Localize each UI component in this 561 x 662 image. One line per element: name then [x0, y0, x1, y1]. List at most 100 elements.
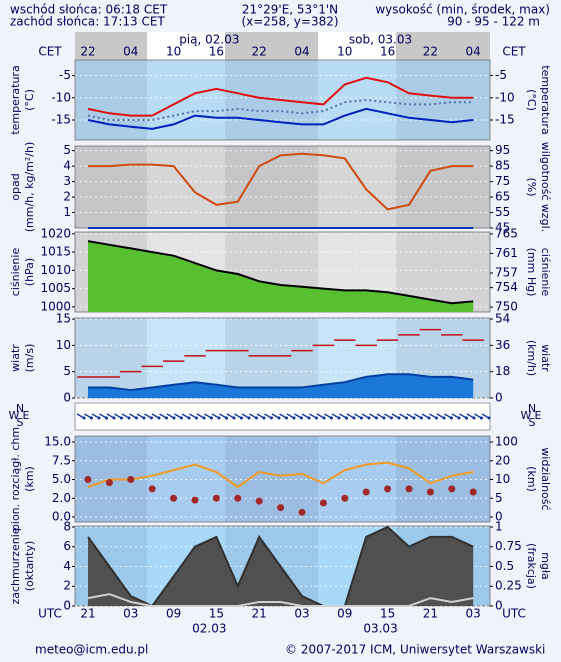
- night-band: [396, 60, 490, 140]
- wind-arrow-head: [487, 416, 491, 420]
- x-tick-label: 03: [123, 607, 138, 621]
- wind-arrow-head: [337, 416, 341, 420]
- y-tick-label: 15.0: [44, 435, 71, 449]
- footer-email: meteo@icm.edu.pl: [35, 643, 148, 657]
- y2-tick-label: 54: [495, 312, 510, 326]
- line: [87, 240, 474, 305]
- wind-arrow-head: [112, 416, 116, 420]
- dot: [426, 488, 434, 496]
- x-tick-label: 22: [252, 45, 267, 59]
- wind-arrow-head: [247, 416, 251, 420]
- wind-arrow-head: [195, 416, 198, 420]
- y2-axis-title: widzialność: [539, 447, 552, 510]
- wind-arrow-head: [405, 416, 408, 420]
- dot: [362, 488, 370, 496]
- y2-tick-label: 100: [495, 435, 518, 449]
- line: [87, 107, 474, 130]
- x-tick-label: 09: [337, 607, 352, 621]
- night-band: [396, 146, 490, 228]
- y-axis-title: (m/s): [23, 344, 36, 373]
- compass-letter: S: [529, 416, 536, 429]
- wind-arrow-head: [420, 416, 423, 420]
- y2-tick-label: 761: [495, 246, 518, 260]
- y-tick-label: 6: [63, 539, 71, 553]
- wind-arrow-head: [105, 416, 108, 420]
- wind-arrow-head: [397, 416, 401, 420]
- y2-tick-label: 18: [495, 364, 510, 378]
- line: [87, 76, 474, 117]
- y-axis-title: wiatr: [9, 344, 22, 372]
- footer-copyright: © 2007-2017 ICM, Uniwersytet Warszawski: [285, 643, 545, 657]
- dot: [234, 494, 242, 502]
- x-tick-label: 04: [294, 45, 309, 59]
- y-tick-label: 5.0: [52, 472, 71, 486]
- wind-arrow-head: [285, 416, 288, 420]
- y-axis-title: ciśnienie: [9, 248, 22, 297]
- y2-tick-label: 754: [495, 280, 518, 294]
- y2-axis-title: ciśnienie: [539, 248, 552, 297]
- dot: [212, 494, 220, 502]
- y-axis-title: pion. rozciągł. chm: [9, 427, 22, 531]
- x-tick-label: 03: [466, 607, 481, 621]
- y-axis-title: temperatura: [9, 65, 22, 134]
- y2-tick-label: 5: [495, 491, 503, 505]
- y2-tick-label: 45: [495, 221, 510, 235]
- line: [88, 152, 474, 211]
- x-tick-label: 22: [80, 45, 95, 59]
- y-tick-label: 5: [63, 143, 71, 157]
- wind-arrow-head: [150, 416, 153, 420]
- wind-arrow-head: [262, 416, 266, 420]
- wind-arrow-head: [277, 416, 281, 420]
- wind-arrow-head: [480, 416, 483, 420]
- wind-arrow-head: [390, 416, 393, 420]
- dot: [170, 494, 178, 502]
- y-tick-label: 1005: [40, 281, 71, 295]
- date-label: sob, 03.03: [349, 33, 412, 47]
- y-tick-label: 1: [63, 205, 71, 219]
- compass-letter: E: [535, 409, 542, 422]
- wind-arrow-head: [382, 416, 386, 420]
- dot: [127, 476, 135, 483]
- wind-arrow-head: [180, 416, 183, 420]
- x-tick-label: 16: [209, 45, 224, 59]
- y2-tick-label: -5: [495, 68, 507, 82]
- y2-tick-label: 0: [495, 599, 503, 613]
- y-tick-label: 10: [56, 338, 71, 352]
- y-tick-label: 0.0: [52, 510, 71, 524]
- wind-arrow-head: [300, 416, 303, 420]
- area: [88, 241, 474, 312]
- wind-arrow-head: [472, 416, 476, 420]
- y2-tick-label: 765: [495, 226, 518, 240]
- wind-arrow-head: [210, 416, 213, 420]
- wind-arrow-head: [292, 416, 296, 420]
- wind-arrow-head: [187, 416, 191, 420]
- y2-tick-label: 20: [495, 453, 510, 467]
- wind-arrow-head: [442, 416, 446, 420]
- line: [87, 461, 474, 489]
- y-tick-label: -5: [59, 68, 71, 82]
- y2-tick-label: 95: [495, 143, 510, 157]
- wind-arrow-head: [330, 416, 333, 420]
- y2-tick-label: 0.25: [495, 579, 522, 593]
- wind-arrow-head: [135, 416, 138, 420]
- x-tick-label: 10: [166, 45, 181, 59]
- y-tick-label: 2.0: [52, 491, 71, 505]
- date-label: pią, 02.03: [179, 33, 239, 47]
- grid-point: (x=258, y=382): [241, 15, 338, 29]
- x-tick-label: 22: [423, 45, 438, 59]
- dot: [341, 494, 349, 502]
- dot: [191, 496, 199, 504]
- y2-axis-title: (frakcja): [525, 543, 538, 589]
- y2-axis-title: (km/h): [525, 340, 538, 376]
- y-axis-title: (°C): [23, 89, 36, 111]
- x-tick-label: 10: [337, 45, 352, 59]
- coords: 21°29'E, 53°1'N: [242, 3, 338, 17]
- wind-arrow-head: [120, 416, 123, 420]
- wind-arrow-head: [232, 416, 236, 420]
- y2-axis-title: mgła: [539, 552, 552, 580]
- y-axis-title: (oktanty): [23, 541, 36, 592]
- y-tick-label: 1020: [40, 226, 71, 240]
- night-band: [225, 318, 318, 398]
- y2-tick-label: -10: [495, 90, 515, 104]
- dot: [469, 488, 477, 496]
